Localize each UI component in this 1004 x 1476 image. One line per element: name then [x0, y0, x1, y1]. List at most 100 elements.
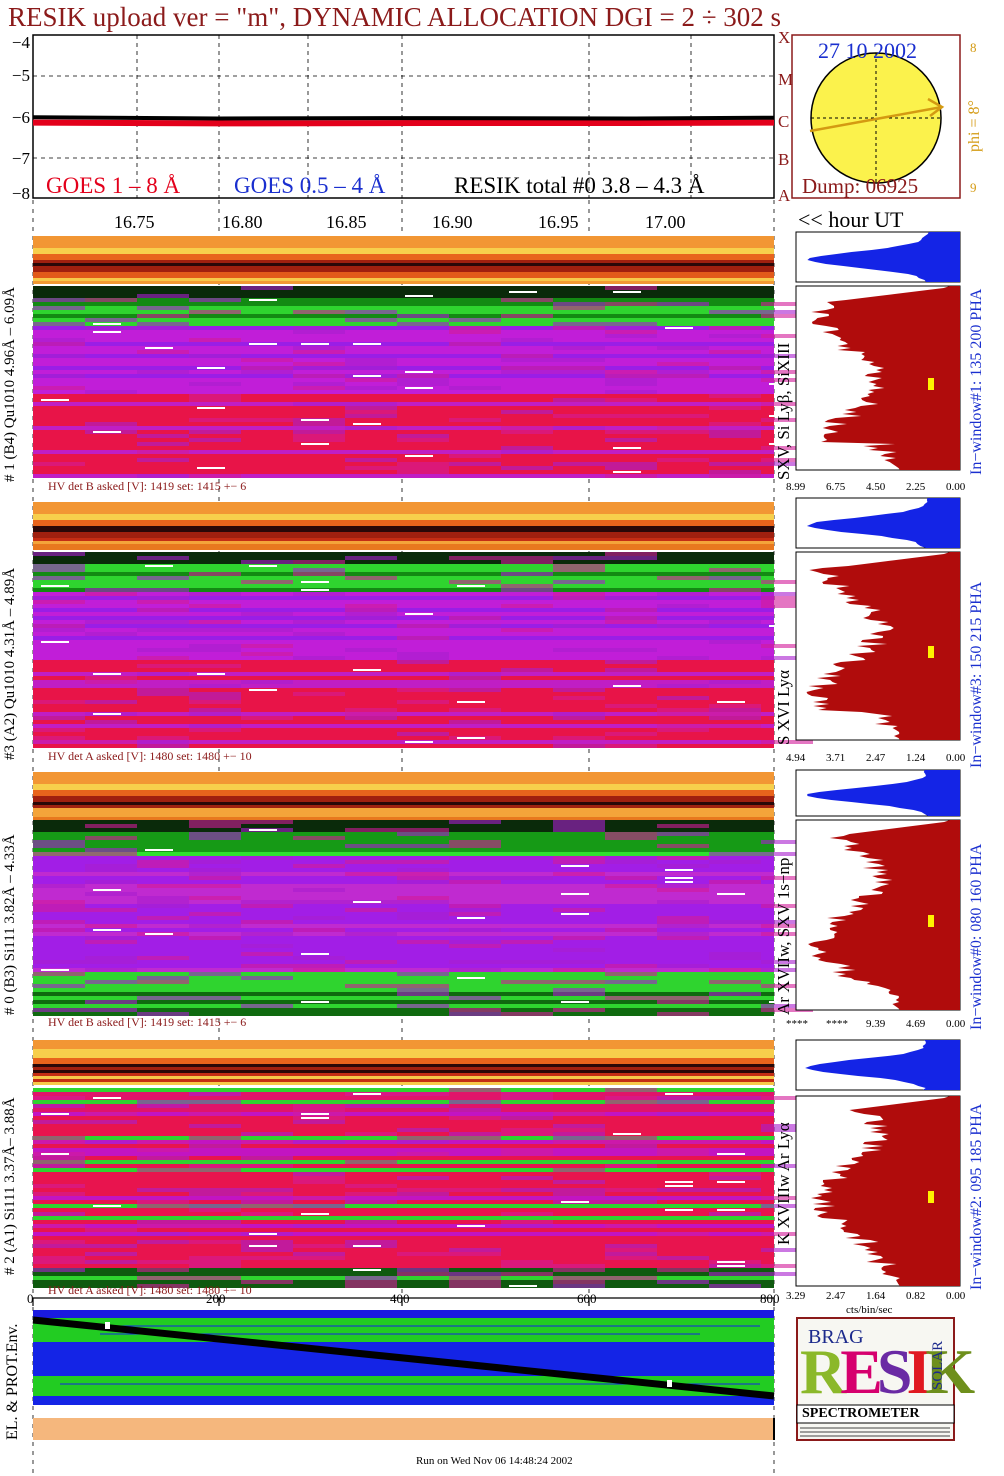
- spectrum-large-fill: [811, 1096, 960, 1286]
- legend-goes-1-8: GOES 1 – 8 Å: [46, 173, 181, 198]
- spectrum-panel: [795, 231, 961, 471]
- logo-solar: SOLAR: [930, 1340, 946, 1390]
- pha-label: In−window#2: 095 185 PHA: [968, 1103, 985, 1290]
- goes-series-line: [32, 119, 775, 127]
- spectrum-scale-tick: 3.71: [826, 752, 846, 764]
- time-tick: 16.80: [222, 212, 263, 232]
- spectrum-small-fill: [807, 770, 960, 816]
- spectrum-scale-tick: 9.39: [866, 1018, 886, 1030]
- spectrum-scale-tick: 2.47: [866, 752, 886, 764]
- heatmap-panel: [33, 772, 813, 1016]
- sun-side-bottom: 9: [970, 180, 977, 195]
- goes-series-line: [32, 115, 775, 121]
- heatmap-panel: [33, 502, 813, 748]
- spectrum-scale-tick: ****: [826, 1018, 848, 1030]
- spectrum-scale-tick: 0.00: [946, 481, 966, 493]
- channel-label: # 2 (A1) Si111 3.37Å– 3.88Å: [2, 1097, 18, 1275]
- spectrum-scale-tick: 0.00: [946, 1290, 966, 1302]
- channel-label: #3 (A2) Qu1010 4.31Å – 4.89Å: [2, 567, 18, 760]
- spectrum-scale-tick: 2.25: [906, 481, 926, 493]
- spectrum-scale-tick: 1.24: [906, 752, 926, 764]
- cts-label: cts/bin/sec: [846, 1304, 893, 1316]
- goes-ytick: −6: [11, 108, 30, 127]
- env-label: EL. & PROT.Env.: [4, 1323, 21, 1440]
- legend-goes-05-4: GOES 0.5 – 4 Å: [234, 173, 386, 198]
- spectrum-marker: [928, 1191, 934, 1203]
- goes-class-x: X: [778, 28, 791, 47]
- sun-date: 27 10 2002: [818, 38, 917, 63]
- time-tick: 16.85: [326, 212, 367, 232]
- spectrum-scale-tick: 0.82: [906, 1290, 926, 1302]
- logo-brag: BRAG: [808, 1326, 864, 1348]
- goes-ytick: −5: [11, 66, 30, 85]
- spectrum-scale-tick: 1.64: [866, 1290, 886, 1302]
- bottom-tick: 400: [390, 1291, 410, 1306]
- spectrum-scale-tick: 4.69: [906, 1018, 926, 1030]
- spectrum-scale-tick: 4.50: [866, 481, 886, 493]
- spectrum-panel: [795, 1039, 961, 1287]
- sun-phi: phi = 8°: [966, 100, 983, 152]
- line-label: SXV, Si Lyβ, SiXIII: [774, 342, 793, 480]
- bottom-tick: 0: [27, 1291, 34, 1306]
- hv-status: HV det A asked [V]: 1480 set: 1480 +− 10: [48, 1283, 252, 1297]
- spectrum-scale-tick: ****: [786, 1018, 808, 1030]
- spectrum-scale-tick: 3.29: [786, 1290, 806, 1302]
- pha-label: In−window#0: 080 160 PHA: [968, 843, 985, 1030]
- footer-run: Run on Wed Nov 06 14:48:24 2002: [416, 1455, 573, 1467]
- logo-caption: SPECTROMETER: [802, 1406, 920, 1421]
- goes-ytick: −4: [11, 33, 30, 52]
- pha-label: In−window#3: 150 215 PHA: [968, 581, 985, 768]
- logo-resik: RESIK: [800, 1336, 975, 1407]
- line-label: Ar XVIIw, SXV 1s−np: [774, 857, 793, 1015]
- goes-class-b: B: [778, 150, 790, 169]
- bottom-axis: [32, 1297, 775, 1306]
- sun-axis-arrow: [809, 105, 943, 133]
- spectrum-scale-tick: 6.75: [826, 481, 846, 493]
- bottom-tick: 200: [206, 1291, 226, 1306]
- spectrum-small-fill: [805, 1040, 960, 1090]
- line-label: S XVI Lyα: [774, 669, 793, 745]
- time-axis-unit: << hour UT: [798, 207, 904, 232]
- heatmap-panel: [33, 1040, 813, 1288]
- spectrum-small-fill: [806, 498, 960, 548]
- spectrum-scale-tick: 0.00: [946, 1018, 966, 1030]
- spectrum-marker: [928, 646, 934, 658]
- hv-status: HV det B asked [V]: 1419 set: 1415 +− 6: [48, 1015, 247, 1029]
- time-tick: 16.90: [432, 212, 473, 232]
- goes-class-a: A: [778, 186, 791, 205]
- spectrum-marker: [928, 915, 934, 927]
- goes-class-c: C: [778, 112, 790, 131]
- spectrum-small-fill: [807, 232, 960, 282]
- bottom-tick: 800: [760, 1291, 780, 1306]
- env-strip: [33, 1418, 774, 1440]
- hv-status: HV det B asked [V]: 1419 set: 1415 +− 6: [48, 479, 247, 493]
- goes-series-group: [32, 115, 775, 127]
- time-tick: 17.00: [645, 212, 686, 232]
- env-trend-line: [32, 1316, 775, 1400]
- spectrum-scale-tick: 4.94: [786, 752, 806, 764]
- channel-label: # 1 (B4) Qu1010 4.96Å – 6.09Å: [2, 287, 18, 482]
- page-title: RESIK upload ver = "m", DYNAMIC ALLOCATI…: [8, 2, 782, 32]
- spectrum-marker: [928, 378, 934, 390]
- goes-class-m: M: [778, 70, 794, 89]
- spectrum-panel: [795, 497, 961, 741]
- bottom-tick: 600: [577, 1291, 597, 1306]
- sun-side-top: 8: [970, 40, 977, 55]
- hv-status: HV det A asked [V]: 1480 set: 1480 +− 10: [48, 749, 252, 763]
- spectrum-large-fill: [806, 552, 960, 740]
- sun-dump: Dump: 06925: [802, 174, 919, 198]
- pha-label: In−window#1: 135 200 PHA: [968, 288, 985, 475]
- heatmap-panel: [33, 236, 813, 478]
- goes-ytick: −7: [11, 149, 30, 168]
- time-tick: 16.95: [538, 212, 579, 232]
- spectrum-large-fill: [808, 820, 960, 1010]
- spectrum-scale-tick: 8.99: [786, 481, 806, 493]
- line-label: K XVIIIw Ar Lyα: [774, 1122, 793, 1245]
- time-tick: 16.75: [114, 212, 155, 232]
- channel-label: # 0 (B3) Si111 3.82Å – 4.33Å: [2, 834, 18, 1015]
- spectrum-scale-tick: 2.47: [826, 1290, 846, 1302]
- spectrum-large-fill: [811, 286, 960, 470]
- spectrum-panel: [795, 769, 961, 1011]
- heatmap-group: [33, 236, 813, 1288]
